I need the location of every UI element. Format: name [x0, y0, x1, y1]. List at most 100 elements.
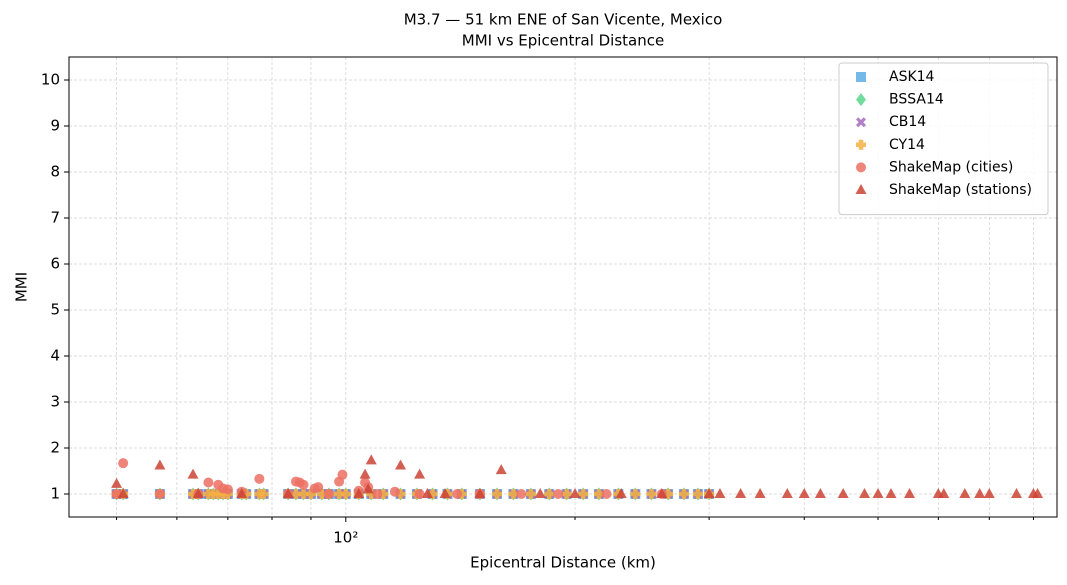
marker — [656, 488, 668, 498]
chart-subtitle: MMI vs Epicentral Distance — [462, 32, 664, 50]
marker — [362, 483, 374, 494]
marker — [678, 489, 689, 499]
marker — [859, 488, 871, 498]
y-axis-label: MMI — [13, 272, 31, 302]
marker — [735, 488, 747, 498]
marker — [414, 489, 425, 499]
marker — [974, 488, 986, 498]
marker — [236, 488, 248, 498]
marker — [452, 489, 463, 499]
marker — [983, 488, 995, 498]
legend-label: CB14 — [889, 114, 926, 130]
marker — [414, 468, 426, 479]
marker — [508, 489, 519, 499]
marker — [593, 489, 604, 499]
marker — [117, 488, 129, 498]
legend-label: CY14 — [889, 137, 925, 153]
marker — [856, 72, 866, 82]
legend-label: ShakeMap (stations) — [889, 182, 1032, 198]
marker — [561, 489, 572, 499]
marker — [855, 184, 867, 194]
marker — [154, 459, 166, 470]
marker — [282, 488, 294, 498]
marker — [378, 489, 389, 499]
marker — [856, 139, 866, 150]
y-tick-label: 1 — [50, 485, 60, 503]
marker — [427, 489, 438, 499]
marker — [856, 162, 866, 173]
marker — [395, 489, 406, 499]
marker — [298, 479, 309, 490]
marker — [154, 489, 165, 499]
marker — [578, 489, 589, 499]
marker — [334, 489, 345, 499]
marker — [663, 489, 674, 499]
marker — [389, 486, 400, 497]
marker — [798, 488, 810, 498]
marker — [601, 489, 612, 499]
marker — [714, 488, 726, 498]
y-tick-label: 6 — [50, 255, 60, 273]
chart-title: M3.7 — 51 km ENE of San Vicente, Mexico — [404, 11, 723, 29]
y-tick-label: 10 — [41, 71, 60, 89]
marker — [421, 488, 433, 498]
legend-box — [838, 62, 1049, 216]
marker — [340, 489, 351, 499]
marker — [366, 489, 377, 499]
marker — [754, 488, 766, 498]
marker — [118, 458, 129, 469]
marker — [439, 488, 451, 498]
marker — [359, 468, 371, 479]
y-tick-label: 8 — [50, 163, 60, 181]
marker — [188, 489, 199, 499]
marker — [298, 489, 309, 499]
legend-label: BSSA14 — [889, 92, 944, 108]
marker — [474, 488, 486, 498]
marker — [241, 489, 252, 499]
marker — [323, 489, 334, 499]
marker — [187, 468, 199, 479]
y-tick-label: 4 — [50, 347, 60, 365]
x-tick-label: 10² — [333, 529, 358, 547]
marker — [290, 489, 301, 499]
marker — [516, 489, 527, 499]
marker — [1032, 488, 1044, 498]
marker — [814, 488, 826, 498]
marker — [313, 482, 324, 493]
plot-frame — [68, 56, 1058, 518]
marker — [856, 117, 866, 128]
marker — [372, 489, 383, 499]
marker — [872, 488, 884, 498]
marker — [959, 488, 971, 498]
marker — [856, 93, 866, 107]
marker — [904, 488, 916, 498]
marker — [353, 488, 365, 498]
marker — [395, 459, 407, 470]
y-tick-label: 2 — [50, 439, 60, 457]
marker — [938, 488, 950, 498]
y-tick-label: 3 — [50, 393, 60, 411]
marker — [203, 477, 214, 488]
marker — [692, 489, 703, 499]
legend: ASK14 BSSA14 CB14 CY14 ShakeMap (cities) Shak… — [838, 62, 1049, 216]
marker — [885, 488, 897, 498]
marker — [495, 464, 507, 475]
marker — [222, 484, 233, 495]
marker — [254, 473, 265, 484]
marker — [703, 488, 715, 498]
legend-label: ASK14 — [889, 69, 935, 85]
y-tick-label: 5 — [50, 301, 60, 319]
marker — [615, 488, 627, 498]
marker — [646, 489, 657, 499]
marker — [837, 488, 849, 498]
marker — [192, 488, 204, 498]
y-tick-label: 9 — [50, 117, 60, 135]
y-tick-label: 7 — [50, 209, 60, 227]
marker — [630, 489, 641, 499]
marker — [492, 489, 503, 499]
marker — [534, 488, 546, 498]
marker — [525, 489, 536, 499]
marker — [305, 489, 316, 499]
marker — [544, 489, 555, 499]
